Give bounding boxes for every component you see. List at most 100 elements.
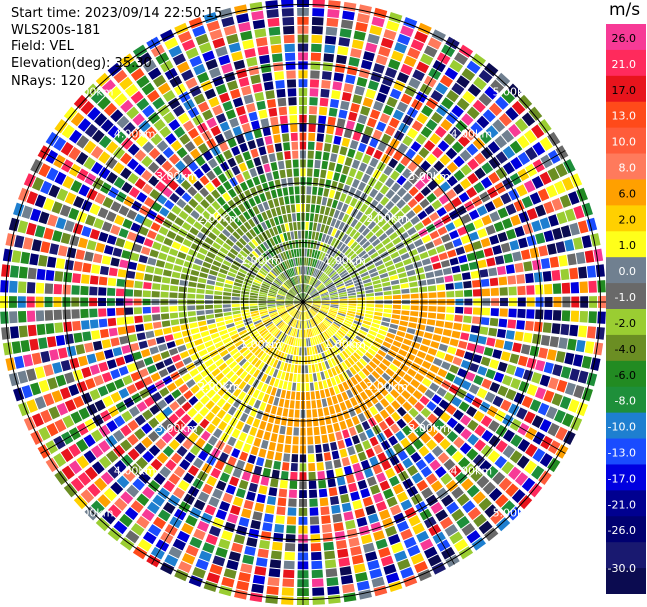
velocity-gate — [304, 356, 308, 365]
velocity-gate — [100, 119, 114, 133]
velocity-gate — [365, 244, 374, 253]
velocity-gate — [57, 245, 68, 257]
azimuth-spoke — [151, 39, 304, 303]
velocity-gate — [369, 568, 383, 579]
velocity-gate — [270, 433, 278, 443]
velocity-gate — [105, 141, 119, 154]
velocity-gate — [222, 413, 232, 424]
velocity-gate — [276, 304, 285, 307]
velocity-gate — [334, 219, 341, 229]
velocity-gate — [501, 89, 516, 104]
velocity-gate — [174, 407, 186, 418]
velocity-gate — [237, 253, 246, 261]
velocity-gate — [508, 466, 522, 481]
velocity-gate — [371, 238, 381, 247]
velocity-gate — [437, 452, 450, 464]
velocity-gate — [206, 318, 216, 325]
velocity-gate — [226, 80, 239, 91]
velocity-gate — [500, 192, 512, 205]
velocity-gate — [98, 151, 111, 164]
velocity-gate — [299, 320, 302, 329]
velocity-gate — [295, 310, 300, 319]
velocity-gate — [322, 215, 328, 224]
velocity-gate — [287, 317, 294, 325]
velocity-gate — [89, 308, 98, 318]
velocity-gate — [289, 289, 296, 296]
velocity-gate — [354, 373, 363, 383]
velocity-gate — [581, 235, 592, 249]
velocity-gate — [169, 192, 180, 203]
velocity-gate — [174, 186, 186, 197]
velocity-gate — [227, 271, 237, 278]
velocity-gate — [9, 311, 18, 324]
velocity-gate — [430, 480, 443, 493]
velocity-gate — [278, 488, 288, 498]
velocity-gate — [279, 243, 285, 252]
velocity-gate — [261, 211, 269, 221]
velocity-gate — [472, 289, 482, 297]
velocity-gate — [362, 496, 374, 507]
velocity-gate — [329, 271, 337, 279]
velocity-gate — [407, 432, 418, 443]
velocity-gate — [83, 450, 97, 464]
velocity-gate — [411, 120, 424, 132]
velocity-gate — [312, 409, 318, 418]
velocity-gate — [53, 309, 63, 321]
velocity-gate — [342, 410, 351, 420]
velocity-gate — [268, 487, 278, 497]
velocity-gate — [472, 454, 486, 467]
velocity-gate — [308, 338, 311, 347]
velocity-gate — [174, 234, 185, 244]
velocity-gate — [232, 289, 241, 294]
velocity-gate — [197, 231, 207, 241]
velocity-gate — [315, 269, 320, 278]
velocity-gate — [494, 339, 505, 349]
velocity-gate — [385, 177, 395, 188]
velocity-gate — [429, 133, 441, 145]
velocity-gate — [328, 288, 337, 293]
velocity-gate — [132, 546, 148, 560]
velocity-gate — [385, 67, 398, 79]
velocity-gate — [254, 359, 262, 368]
velocity-gate — [398, 325, 407, 332]
velocity-gate — [328, 433, 336, 443]
velocity-gate — [127, 261, 138, 270]
velocity-gate — [312, 327, 317, 336]
velocity-gate — [257, 233, 265, 243]
velocity-gate — [318, 353, 324, 362]
velocity-gate — [446, 430, 459, 443]
velocity-gate — [538, 347, 549, 359]
velocity-gate — [166, 255, 176, 263]
velocity-gate — [326, 397, 333, 406]
velocity-gate — [336, 118, 346, 128]
velocity-gate — [290, 308, 297, 315]
velocity-gate — [444, 241, 454, 251]
velocity-gate — [520, 249, 531, 260]
velocity-gate — [120, 491, 134, 505]
velocity-gate — [185, 341, 195, 350]
velocity-gate — [282, 344, 288, 353]
velocity-gate — [112, 347, 123, 357]
velocity-gate — [430, 501, 444, 514]
velocity-gate — [327, 226, 334, 236]
velocity-gate — [62, 284, 71, 295]
velocity-gate — [271, 541, 283, 551]
velocity-gate — [299, 293, 303, 302]
velocity-gate — [311, 569, 323, 579]
velocity-gate — [309, 308, 316, 315]
velocity-gate — [215, 113, 227, 124]
velocity-gate — [309, 287, 315, 295]
velocity-gate — [227, 406, 237, 416]
velocity-gate — [330, 307, 339, 311]
velocity-gate — [161, 419, 173, 430]
velocity-gate — [248, 65, 260, 76]
velocity-gate — [135, 324, 145, 332]
velocity-gate — [436, 313, 446, 320]
velocity-gate — [332, 261, 340, 269]
velocity-gate — [142, 531, 157, 545]
velocity-gate — [316, 314, 324, 321]
velocity-gate — [449, 257, 459, 266]
velocity-gate — [283, 25, 295, 35]
velocity-gate — [320, 506, 330, 516]
velocity-gate — [151, 391, 163, 403]
